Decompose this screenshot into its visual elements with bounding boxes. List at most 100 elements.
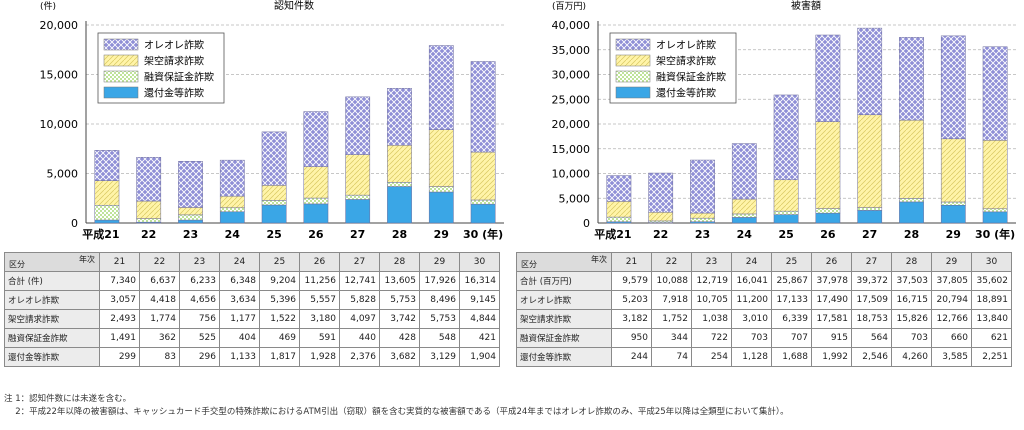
left-x-tick-label: 22 [141, 228, 156, 241]
right-y-tick-label: 10,000 [552, 168, 591, 181]
right-table-cell: 1,992 [811, 347, 852, 367]
left-x-tick-label: 25 [266, 228, 281, 241]
left-bar-yuushi [219, 207, 245, 213]
left-table-cell: 3,180 [299, 309, 340, 329]
right-table-cell: 37,978 [811, 271, 852, 291]
left-bar-kakuu [219, 195, 245, 209]
right-table-cell: 1,752 [651, 309, 692, 329]
note-1: 注 1：認知件数には未遂を含む。 [4, 394, 132, 404]
right-table-cell: 3,585 [931, 347, 972, 367]
left-table-cell: 440 [339, 328, 380, 348]
right-table-cell: 344 [651, 328, 692, 348]
left-table-cell: 1,491 [99, 328, 140, 348]
left-table-row: 還付金等詐欺 299 83 296 1,133 1,817 1,928 2,376 3,682 3… [4, 347, 500, 367]
right-table-header-row: 区分 年次 21 22 23 24 25 26 27 28 29 30 [516, 252, 1012, 272]
right-table-cell: 564 [851, 328, 892, 348]
left-legend-label: オレオレ詐欺 [144, 39, 204, 52]
left-bar-kanpu [303, 203, 329, 224]
right-x-tick-label: 26 [820, 228, 836, 241]
notes: 注 1：認知件数には未遂を含む。 2：平成22年以降の被害額は、キャッシュカード… [4, 393, 789, 419]
right-table-cell: 17,581 [811, 309, 852, 329]
right-bar-oreore [815, 34, 841, 122]
left-table-year-header: 21 [99, 252, 140, 272]
left-y-tick-label: 10,000 [40, 118, 79, 131]
left-table-cell: 4,097 [339, 309, 380, 329]
left-table-cell: 362 [139, 328, 180, 348]
right-y-tick-label: 25,000 [552, 93, 591, 106]
left-table-cell: 4,656 [179, 290, 220, 310]
right-table-cell: 11,200 [731, 290, 772, 310]
left-x-tick-label: 29 [434, 228, 449, 241]
right-table-cell: 15,826 [891, 309, 932, 329]
right-table-row-label: 融資保証金詐欺 [516, 328, 612, 348]
right-bar-kanpu [899, 201, 924, 224]
right-table-cell: 16,715 [891, 290, 932, 310]
left-legend-label: 架空請求詐欺 [144, 55, 204, 68]
left-y-tick-label: 0 [71, 217, 78, 230]
right-table-row: 架空請求詐欺 3,182 1,752 1,038 3,010 6,339 17,581 18,… [516, 309, 1012, 329]
right-table-cell: 7,918 [651, 290, 692, 310]
left-bar-oreore [261, 131, 287, 186]
right-table-cell: 3,010 [731, 309, 772, 329]
right-y-tick-label: 35,000 [552, 44, 591, 57]
right-x-tick-label: 29 [946, 228, 961, 241]
right-bar-kanpu [815, 212, 841, 224]
right-bar-kakuu [773, 179, 799, 212]
left-bar-oreore [94, 150, 120, 181]
left-table-cell: 756 [179, 309, 220, 329]
right-x-tick-label: 23 [695, 228, 710, 241]
left-table-cell: 3,057 [99, 290, 140, 310]
right-table-cell: 17,490 [811, 290, 852, 310]
right-bar-kanpu [982, 211, 1008, 224]
left-bar-oreore [345, 96, 371, 155]
right-table-cell: 12,719 [691, 271, 732, 291]
right-bar-kakuu [648, 212, 674, 222]
right-bar-kanpu [940, 205, 966, 224]
left-table-corner-year: 年次 [79, 255, 95, 264]
left-table-year-header: 24 [219, 252, 260, 272]
left-bar-kanpu [470, 203, 496, 224]
left-bar-kakuu [470, 151, 496, 201]
left-panel: (件) 認知件数 0 5,000 10,000 15,000 20,000 平成21 22 23 2… [4, 0, 509, 396]
right-legend-label: オレオレ詐欺 [656, 39, 716, 52]
left-table-cell: 525 [179, 328, 220, 348]
left-table-cell: 2,493 [99, 309, 140, 329]
right-table-row: オレオレ詐欺 5,203 7,918 10,705 11,200 17,133 17,490… [516, 290, 1012, 310]
left-table-corner-category: 区分 [9, 260, 25, 269]
left-table-row-label: オレオレ詐欺 [4, 290, 100, 310]
right-bar-kanpu [731, 217, 757, 224]
right-y-tick-label: 20,000 [552, 118, 591, 131]
right-bar-kakuu [899, 119, 924, 199]
right-bar-yuushi [773, 210, 799, 215]
right-legend-swatch-yuushi [615, 70, 651, 83]
right-bar-oreore [857, 27, 883, 116]
right-table-year-header: 21 [611, 252, 652, 272]
right-table-cell: 10,705 [691, 290, 732, 310]
right-bar-yuushi [815, 208, 841, 214]
right-bar-yuushi [899, 198, 924, 203]
left-table-cell: 296 [179, 347, 220, 367]
left-x-tick-label: 平成21 [82, 227, 119, 241]
right-table-cell: 950 [611, 328, 652, 348]
left-x-tick-label: 24 [225, 228, 241, 241]
right-legend-swatch-kakuu [615, 54, 651, 67]
right-y-tick-label: 40,000 [552, 19, 591, 32]
right-table-cell: 2,251 [971, 347, 1012, 367]
left-table-cell: 1,177 [219, 309, 260, 329]
right-table-cell: 1,128 [731, 347, 772, 367]
left-table-row-label: 合計 (件) [4, 271, 100, 291]
left-table-cell: 2,376 [339, 347, 380, 367]
left-legend-swatch-yuushi [103, 70, 139, 83]
left-bar-kakuu [261, 185, 287, 201]
right-x-tick-label: 28 [904, 228, 919, 241]
left-bar-yuushi [178, 214, 203, 221]
left-table-cell: 1,522 [259, 309, 300, 329]
left-table-year-header: 27 [339, 252, 380, 272]
left-table-cell: 5,828 [339, 290, 380, 310]
right-table-cell: 35,602 [971, 271, 1012, 291]
left-table-cell: 428 [379, 328, 420, 348]
left-table-cell: 1,904 [459, 347, 500, 367]
left-table-cell: 548 [419, 328, 460, 348]
left-table-cell: 299 [99, 347, 140, 367]
left-bar-oreore [219, 159, 245, 197]
